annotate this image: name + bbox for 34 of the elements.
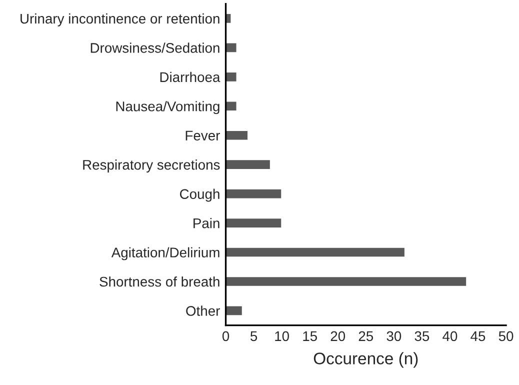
y-tick-label: Pain (194, 218, 220, 228)
y-tick-label: Drowsiness/Sedation (90, 42, 220, 53)
y-tick-label: Diarrhoea (160, 72, 220, 82)
x-tick-label: 0 (222, 331, 230, 342)
bar (226, 130, 249, 142)
x-tick-label: 10 (275, 331, 289, 342)
x-tick-label: 25 (358, 331, 374, 342)
bar (226, 12, 232, 24)
y-tick-label: Cough (180, 188, 220, 202)
x-tick-label: 15 (303, 331, 317, 342)
y-tick-label: Respiratory secretions (83, 160, 220, 172)
x-tick-label: 45 (470, 331, 486, 342)
x-tick-label: 30 (386, 331, 402, 342)
bar (226, 42, 238, 54)
x-tick-label: 20 (330, 331, 346, 342)
x-axis-title: Occurence (n) (314, 352, 418, 368)
x-tick-label: 40 (442, 331, 458, 342)
y-tick-label: Agitation/Delirium (111, 247, 220, 260)
bar (226, 246, 406, 258)
y-tick-label: Other (186, 306, 220, 316)
x-tick-label: 5 (250, 331, 258, 342)
bar (226, 217, 283, 229)
y-tick-label: Urinary incontinence or retention (20, 13, 220, 26)
y-tick-label: Shortness of breath (100, 276, 220, 287)
bar (226, 188, 283, 200)
y-tick-label: Nausea/Vomiting (116, 101, 220, 114)
bar (226, 71, 238, 83)
bar (226, 100, 238, 112)
bar (226, 304, 244, 317)
x-tick-label: 35 (414, 331, 430, 342)
bar (226, 276, 468, 288)
bar (226, 158, 272, 170)
x-tick-label: 50 (498, 331, 514, 342)
y-tick-label: Fever (186, 130, 220, 141)
